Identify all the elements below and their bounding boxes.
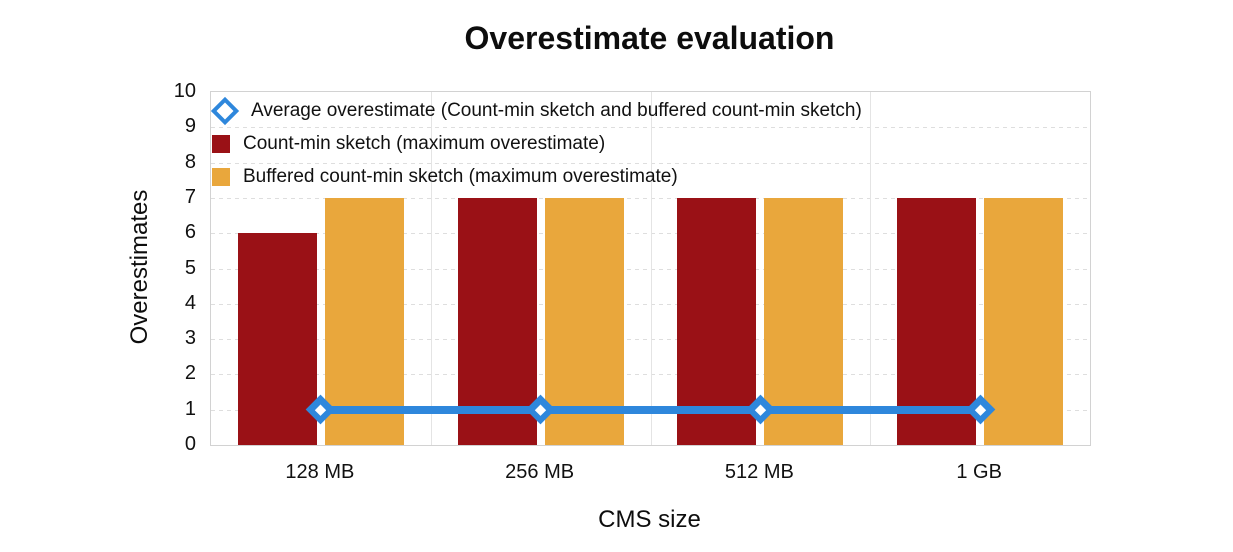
v-gridline-3 [870,92,872,445]
x-axis-title: CMS size [598,506,701,533]
x-tick-label-1-gb: 1 GB [956,461,1002,483]
y-axis-ticks: 0 1 2 3 4 5 6 7 8 9 10 [138,80,196,455]
legend-diamond-icon [210,96,240,125]
legend-item-average-overestimate: Average overestimate (Count-min sketch a… [210,94,952,127]
y-tick-label-8: 8 [184,150,196,173]
diamond-marker-core [974,404,986,416]
y-tick-label-10: 10 [173,80,196,102]
plot-area [210,91,1091,446]
bar-buffered-count-min-sketch-128-mb [324,197,404,445]
legend-label: Average overestimate (Count-min sketch a… [251,99,862,121]
y-tick-label-3: 3 [184,327,196,350]
y-tick-label-9: 9 [184,115,196,138]
y-tick-label-6: 6 [184,221,196,244]
v-gridline-2 [650,92,652,445]
y-tick-label-1: 1 [184,397,196,420]
legend-square-icon [212,167,230,186]
bar-buffered-count-min-sketch-512-mb [764,197,844,445]
bar-buffered-count-min-sketch-1-gb [984,197,1064,445]
diamond-marker-core [534,404,547,416]
diamond-marker-core [754,404,767,416]
average-overestimate-line [320,405,981,414]
x-tick-label-128-mb: 128 MB [285,461,355,483]
y-tick-label-7: 7 [184,185,196,208]
bar-count-min-sketch-256-mb [457,197,537,445]
x-tick-label-512-mb: 512 MB [724,461,794,483]
x-tick-label-256-mb: 256 MB [505,461,575,483]
legend-item-buffered-count-min-sketch: Buffered count-min sketch (maximum overe… [212,160,952,193]
y-tick-label-2: 2 [184,362,196,385]
bar-count-min-sketch-128-mb [237,233,317,445]
chart-title: Overestimate evaluation [464,20,835,56]
bar-count-min-sketch-512-mb [677,197,757,445]
y-tick-label-0: 0 [184,433,196,455]
legend-square-icon [212,134,230,153]
x-axis-ticks: 128 MB 256 MB 512 MB 1 GB [210,459,1089,485]
chart-legend: Average overestimate (Count-min sketch a… [210,94,952,193]
bar-buffered-count-min-sketch-256-mb [544,197,624,445]
legend-label: Buffered count-min sketch (maximum overe… [243,165,678,187]
legend-label: Count-min sketch (maximum overestimate) [243,132,606,154]
bar-count-min-sketch-1-gb [897,197,977,445]
v-gridline-1 [430,92,432,445]
y-tick-label-5: 5 [184,256,196,279]
y-tick-label-4: 4 [184,291,196,314]
legend-item-count-min-sketch: Count-min sketch (maximum overestimate) [212,127,952,160]
diamond-marker-core [315,404,327,416]
